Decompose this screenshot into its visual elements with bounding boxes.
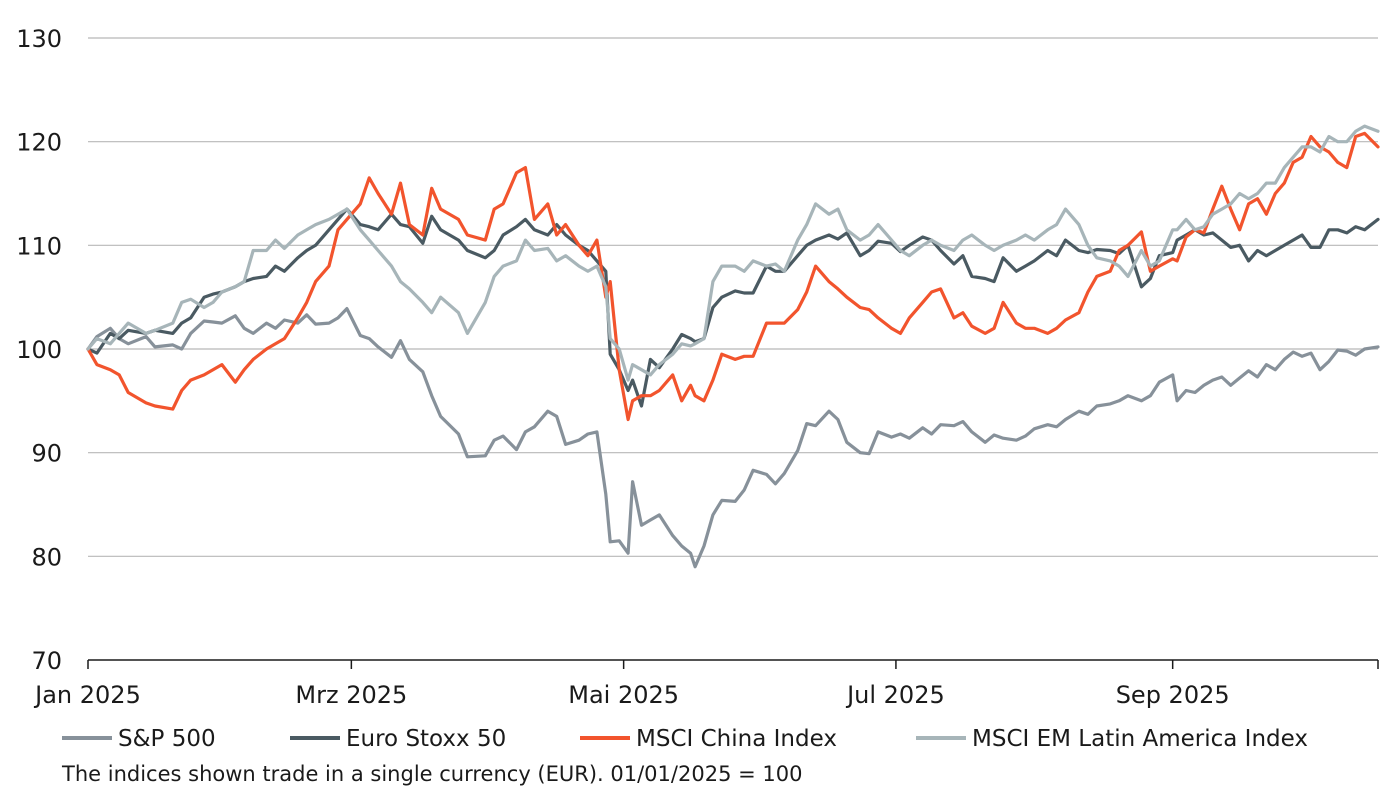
y-tick-label: 90 [31, 440, 62, 468]
gridlines [88, 37, 1378, 557]
legend-label: Euro Stoxx 50 [346, 726, 506, 752]
y-axis-tick-labels: 70 80 90 100 110 120 130 [16, 25, 62, 675]
series-lines [86, 124, 1380, 569]
y-tick-label: 130 [16, 25, 62, 53]
y-tick-label: 80 [31, 543, 62, 571]
y-tick-label: 100 [16, 336, 62, 364]
legend-label: S&P 500 [118, 726, 216, 752]
y-tick-label: 110 [16, 232, 62, 260]
y-tick-label: 120 [16, 129, 62, 157]
x-tick-label: Jan 2025 [33, 681, 141, 709]
legend-label: MSCI EM Latin America Index [972, 726, 1308, 752]
legend: S&P 500 Euro Stoxx 50 MSCI China Index MSCI… [62, 726, 1308, 752]
legend-label: MSCI China Index [636, 726, 837, 752]
x-tick-label: Mrz 2025 [295, 681, 407, 709]
series-line-3 [86, 131, 1380, 422]
series-line-2 [86, 207, 1380, 408]
series-line-1 [86, 307, 1380, 569]
y-tick-label: 70 [31, 647, 62, 675]
x-tick-label: Sep 2025 [1116, 681, 1230, 709]
footnote: The indices shown trade in a single curr… [62, 762, 803, 786]
series-line-4 [86, 124, 1380, 382]
x-tick-label: Jul 2025 [845, 681, 945, 709]
x-tick-label: Mai 2025 [568, 681, 679, 709]
x-axis: Jan 2025 Mrz 2025 Mai 2025 Jul 2025 Sep 2025 [33, 659, 1379, 709]
